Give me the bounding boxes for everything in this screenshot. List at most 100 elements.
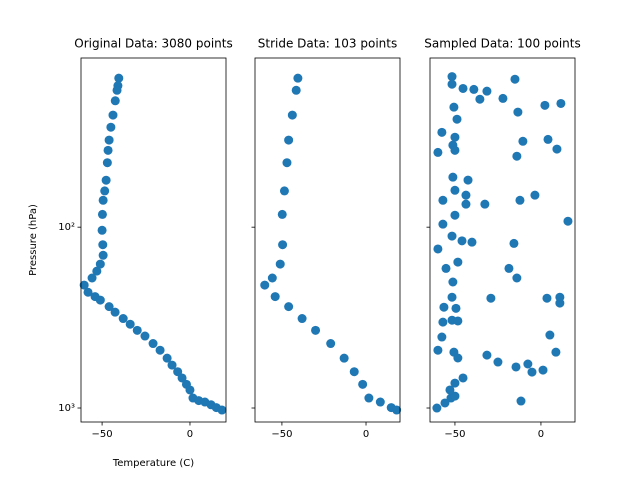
- x-tick-label: −50: [444, 429, 465, 440]
- point: [450, 391, 460, 401]
- point: [167, 360, 177, 370]
- x-tick-label: −50: [92, 429, 113, 440]
- point: [440, 398, 450, 408]
- point: [510, 74, 520, 84]
- point: [103, 145, 113, 155]
- point: [293, 73, 303, 83]
- point: [493, 357, 503, 367]
- point: [392, 405, 402, 415]
- plot-frame: [80, 57, 227, 423]
- point: [97, 209, 107, 219]
- point: [140, 331, 150, 341]
- point: [284, 135, 294, 145]
- point: [95, 295, 105, 305]
- point: [480, 199, 490, 209]
- point: [326, 339, 336, 349]
- point: [448, 172, 458, 182]
- point: [475, 94, 485, 104]
- x-tick-label: 0: [187, 429, 193, 440]
- point: [98, 250, 108, 260]
- point: [555, 292, 565, 302]
- y-axis-label: Pressure (hPa): [28, 204, 39, 276]
- point: [278, 240, 288, 250]
- point: [511, 362, 521, 372]
- point: [467, 237, 477, 247]
- point: [513, 107, 523, 117]
- point: [148, 339, 158, 349]
- y-tick-label: 10³: [58, 403, 75, 414]
- point: [79, 280, 89, 290]
- point: [482, 350, 492, 360]
- point: [450, 210, 460, 220]
- point: [162, 353, 172, 363]
- point: [267, 273, 277, 283]
- x-tick-label: 0: [363, 429, 369, 440]
- x-axis-label: Temperature (C): [112, 458, 194, 469]
- point: [439, 302, 449, 312]
- point: [98, 240, 108, 250]
- point: [447, 231, 457, 241]
- chart-title: Sampled Data: 100 points: [424, 37, 581, 51]
- point: [437, 127, 447, 137]
- point: [275, 259, 285, 269]
- point: [349, 367, 359, 377]
- point: [104, 135, 114, 145]
- point: [556, 98, 566, 108]
- point: [432, 403, 442, 413]
- point: [106, 122, 116, 132]
- point: [509, 238, 519, 248]
- point: [114, 73, 124, 83]
- point: [453, 257, 463, 267]
- point: [260, 280, 270, 290]
- y-tick-label: 10²: [58, 222, 75, 233]
- point: [270, 292, 280, 302]
- point: [512, 273, 522, 283]
- point: [538, 365, 548, 375]
- point: [108, 110, 118, 120]
- point: [438, 195, 448, 205]
- point: [469, 84, 479, 94]
- point: [437, 332, 447, 342]
- point: [461, 190, 471, 200]
- x-tick-label: −50: [271, 429, 292, 440]
- point: [284, 302, 294, 312]
- point: [518, 136, 528, 146]
- plot-frame: [429, 57, 576, 423]
- point: [132, 325, 142, 335]
- point: [112, 85, 122, 95]
- point: [450, 378, 460, 388]
- point: [441, 263, 451, 273]
- point: [527, 367, 537, 377]
- point: [453, 353, 463, 363]
- point: [279, 186, 289, 196]
- point: [98, 195, 108, 205]
- point: [433, 147, 443, 157]
- point: [450, 132, 460, 142]
- chart-title: Stride Data: 103 points: [258, 37, 398, 51]
- point: [433, 345, 443, 355]
- point: [463, 175, 473, 185]
- chart-title: Original Data: 3080 points: [74, 37, 233, 51]
- point: [110, 96, 120, 106]
- point: [277, 209, 287, 219]
- point: [100, 186, 110, 196]
- point: [447, 292, 457, 302]
- point: [87, 273, 97, 283]
- point: [458, 373, 468, 383]
- point: [461, 199, 471, 209]
- point: [104, 302, 114, 312]
- point: [177, 373, 187, 383]
- x-tick-label: 0: [538, 429, 544, 440]
- point: [102, 158, 112, 168]
- point: [447, 79, 457, 89]
- point: [101, 175, 111, 185]
- point: [339, 353, 349, 363]
- point: [452, 114, 462, 124]
- point: [512, 151, 522, 161]
- point: [457, 236, 467, 246]
- point: [552, 144, 562, 154]
- point: [97, 225, 107, 235]
- point: [287, 110, 297, 120]
- point: [155, 345, 165, 355]
